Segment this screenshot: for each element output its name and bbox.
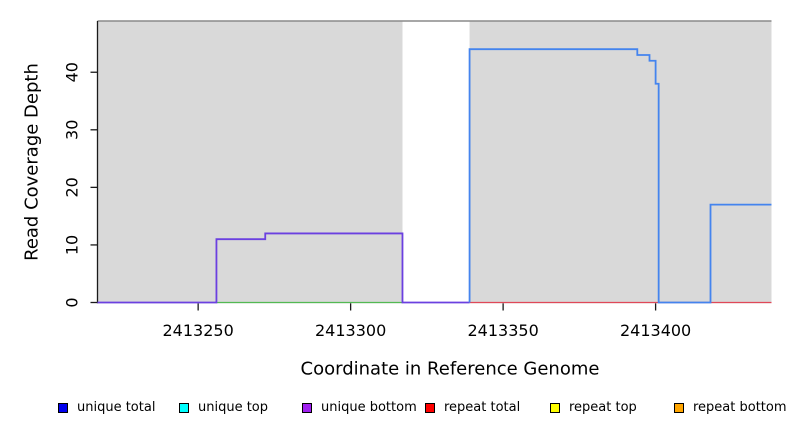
x-axis-title: Coordinate in Reference Genome [300,358,600,380]
x-tick-label: 2413350 [467,321,538,340]
y-tick-label: 0 [63,297,82,307]
x-tick-label: 2413400 [620,321,691,340]
y-tick-label: 20 [63,177,82,197]
x-tick-label: 2413300 [315,321,386,340]
y-tick-label: 30 [63,120,82,140]
covered-region-1 [97,21,403,304]
series-unique-total [468,48,772,304]
y-tick-label: 10 [63,235,82,255]
covered-region-2 [469,21,772,304]
y-axis-title: Read Coverage Depth [21,63,43,261]
y-tick-label: 40 [63,62,82,82]
x-tick-label: 2413250 [163,321,234,340]
series-unique-bottom [97,232,470,304]
